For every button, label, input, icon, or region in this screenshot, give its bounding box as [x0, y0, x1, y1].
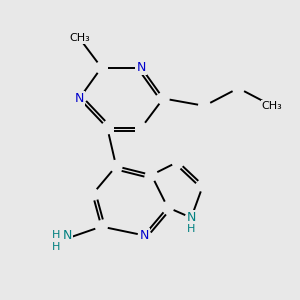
Text: H: H [187, 224, 195, 234]
Text: N: N [63, 229, 72, 242]
Text: N: N [136, 61, 146, 74]
Text: H: H [52, 242, 60, 252]
Text: N: N [75, 92, 84, 105]
Text: N: N [140, 229, 149, 242]
Text: H: H [52, 230, 60, 240]
Text: N: N [187, 211, 196, 224]
Text: CH₃: CH₃ [262, 101, 283, 111]
Text: CH₃: CH₃ [69, 33, 90, 43]
